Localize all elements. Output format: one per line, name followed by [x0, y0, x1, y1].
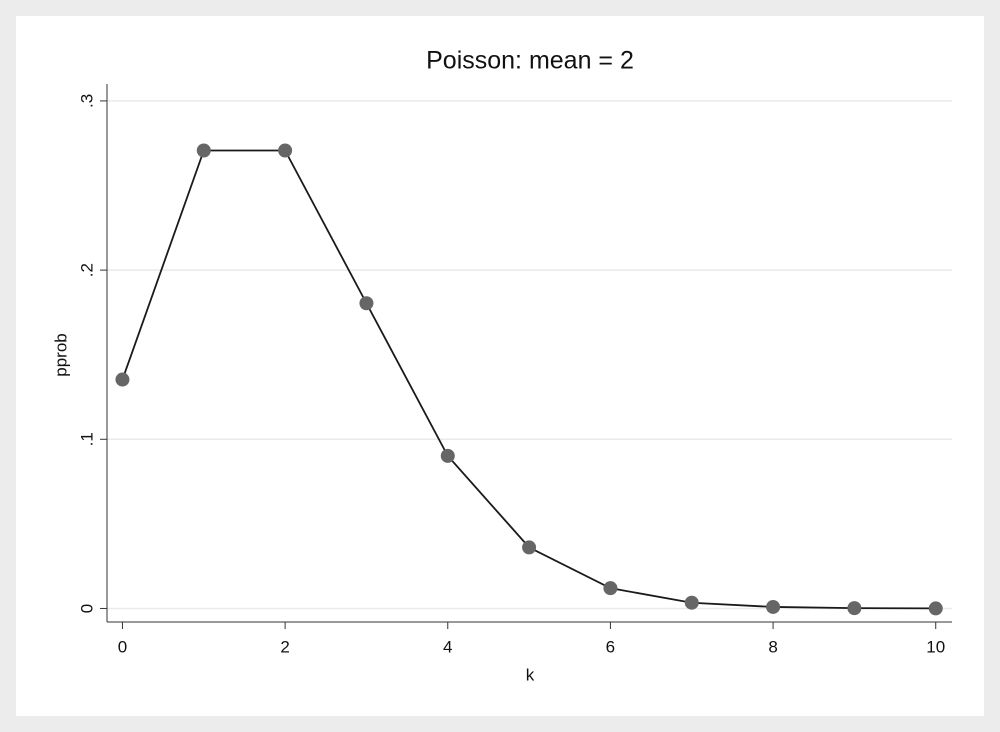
- y-tick-label: .1: [77, 432, 96, 446]
- graph-region: [16, 16, 984, 716]
- data-point: [196, 143, 211, 158]
- y-axis-label: pprob: [51, 333, 70, 376]
- x-tick-label: 0: [118, 637, 127, 656]
- x-tick-label: 10: [926, 637, 945, 656]
- y-tick-label: .2: [77, 263, 96, 277]
- x-tick-label: 4: [443, 637, 452, 656]
- data-point: [603, 581, 618, 596]
- data-point: [115, 372, 130, 387]
- data-point: [928, 601, 943, 616]
- x-axis-label: k: [526, 665, 535, 684]
- chart-title: Poisson: mean = 2: [426, 47, 634, 75]
- x-tick-label: 6: [606, 637, 615, 656]
- data-point: [359, 296, 374, 311]
- data-point: [522, 540, 537, 555]
- x-tick-label: 2: [280, 637, 289, 656]
- data-point: [440, 448, 455, 463]
- data-point: [766, 599, 781, 614]
- data-point: [684, 595, 699, 610]
- y-tick-label: 0: [77, 604, 96, 613]
- data-point: [278, 143, 293, 158]
- x-tick-label: 8: [768, 637, 777, 656]
- y-tick-label: .3: [77, 94, 96, 108]
- data-point: [847, 601, 862, 616]
